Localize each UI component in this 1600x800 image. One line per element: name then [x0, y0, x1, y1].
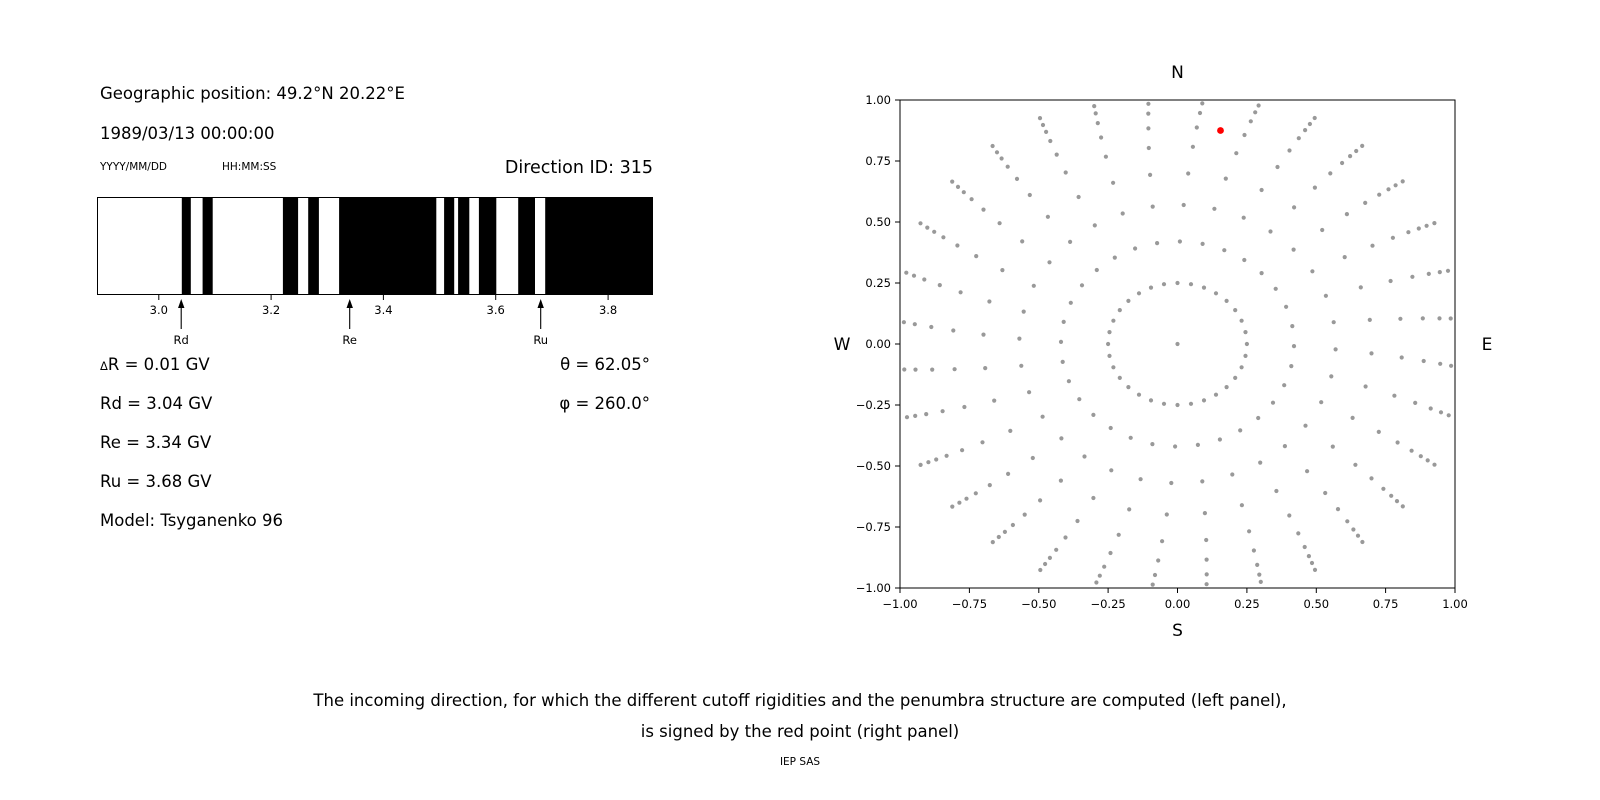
svg-text:−0.50: −0.50	[856, 459, 891, 473]
svg-text:0.75: 0.75	[1373, 597, 1399, 611]
date-format-label: YYYY/MM/DD	[100, 161, 168, 173]
svg-text:Re: Re	[342, 333, 357, 347]
penumbra-plot: 3.0 3.2 3.4 3.6 3.8 Rd Re Ru	[97, 197, 653, 347]
datetime-text: 1989/03/13 00:00:00	[100, 124, 275, 143]
svg-text:3.6: 3.6	[487, 303, 505, 317]
svg-text:0.00: 0.00	[1165, 597, 1191, 611]
svg-text:0.25: 0.25	[1234, 597, 1260, 611]
sky-map-plot: −1.00 −0.75 −0.50 −0.25 0.00 0.25 0.50 0.75 1.00…	[834, 63, 1493, 641]
delta-r-text: ΔR = 0.01 GV	[100, 355, 210, 376]
svg-text:3.2: 3.2	[262, 303, 280, 317]
caption-line2: is signed by the red point (right panel)	[640, 722, 960, 741]
phi-text: φ = 260.0°	[559, 394, 650, 413]
svg-text:3.4: 3.4	[374, 303, 392, 317]
svg-text:Rd: Rd	[174, 333, 189, 347]
svg-text:0.50: 0.50	[1303, 597, 1329, 611]
red-direction-point	[1217, 127, 1224, 134]
geo-position-text: Geographic position: 49.2°N 20.22°E	[100, 84, 405, 103]
delta-symbol: Δ	[100, 359, 108, 373]
compass-east-label: E	[1482, 335, 1493, 355]
compass-west-label: W	[834, 335, 851, 355]
svg-text:−1.00: −1.00	[882, 597, 917, 611]
svg-text:−0.50: −0.50	[1021, 597, 1056, 611]
svg-text:1.00: 1.00	[1442, 597, 1468, 611]
svg-text:−0.25: −0.25	[856, 398, 891, 412]
svg-text:1.00: 1.00	[865, 93, 891, 107]
compass-north-label: N	[1171, 63, 1184, 83]
svg-text:0.00: 0.00	[865, 337, 891, 351]
credit-text: IEP SAS	[779, 756, 821, 768]
svg-text:0.25: 0.25	[865, 276, 891, 290]
svg-text:3.8: 3.8	[599, 303, 617, 317]
figure-caption: The incoming direction, for which the di…	[7, 685, 1593, 747]
ru-text: Ru = 3.68 GV	[100, 472, 212, 491]
svg-text:−0.25: −0.25	[1090, 597, 1125, 611]
svg-text:−0.75: −0.75	[952, 597, 987, 611]
caption-line1: The incoming direction, for which the di…	[313, 691, 1287, 710]
time-format-label: HH:MM:SS	[222, 161, 277, 173]
svg-text:3.0: 3.0	[150, 303, 168, 317]
svg-text:0.50: 0.50	[865, 215, 891, 229]
direction-id-text: Direction ID: 315	[504, 158, 653, 178]
model-text: Model: Tsyganenko 96	[100, 511, 284, 530]
delta-value: R = 0.01 GV	[107, 355, 210, 374]
compass-south-label: S	[1172, 621, 1183, 641]
theta-text: θ = 62.05°	[560, 355, 650, 374]
re-text: Re = 3.34 GV	[100, 433, 212, 452]
svg-text:−0.75: −0.75	[856, 520, 891, 534]
rd-text: Rd = 3.04 GV	[100, 394, 213, 413]
svg-text:0.75: 0.75	[865, 154, 891, 168]
svg-text:Ru: Ru	[533, 333, 548, 347]
svg-text:−1.00: −1.00	[856, 581, 891, 595]
